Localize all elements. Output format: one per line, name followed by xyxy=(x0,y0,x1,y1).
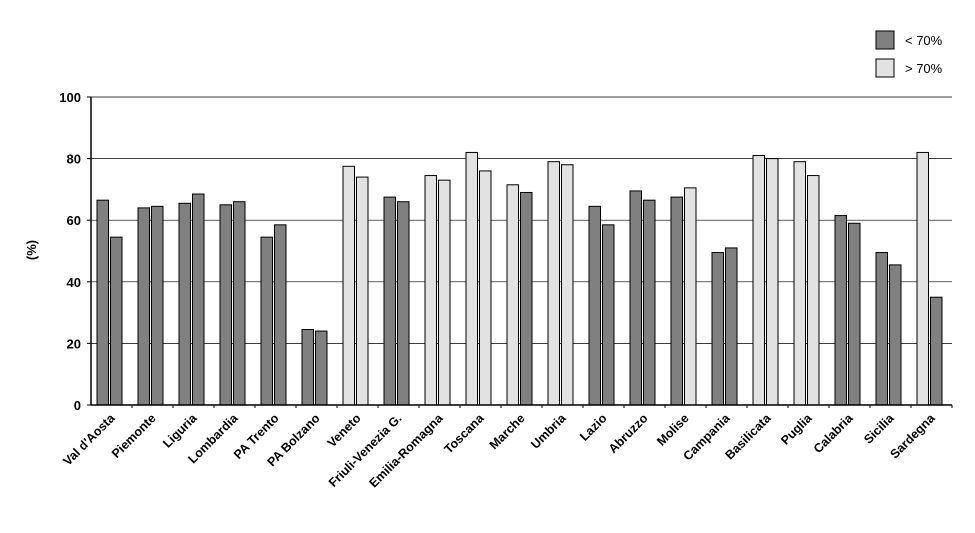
bar xyxy=(643,199,656,406)
bar xyxy=(479,170,492,406)
bar xyxy=(561,164,574,406)
x-category-label: Veneto xyxy=(325,411,364,450)
legend-label-gt70: > 70% xyxy=(905,61,943,76)
bar xyxy=(438,179,451,406)
bar xyxy=(725,247,738,406)
x-category-label: Lazio xyxy=(577,411,610,444)
x-category-label: Sicilia xyxy=(861,410,897,446)
bar xyxy=(356,176,369,406)
x-category-label: Piemonte xyxy=(109,411,159,461)
bar xyxy=(383,196,396,406)
bar xyxy=(96,199,109,406)
x-category-label: Sardegna xyxy=(887,410,938,461)
bar xyxy=(137,207,150,406)
y-tick-labels: 0 20 40 60 80 100 xyxy=(59,90,81,413)
bar xyxy=(342,165,355,406)
x-category-label: Toscana xyxy=(442,410,488,456)
bar xyxy=(670,196,683,406)
bar xyxy=(711,252,724,406)
y-tick-label: 100 xyxy=(59,90,81,105)
x-category-label: Basilicata xyxy=(722,410,774,462)
bar xyxy=(848,222,861,406)
x-category-label: Calabria xyxy=(811,410,857,456)
x-category-label: Puglia xyxy=(778,410,815,447)
bar xyxy=(766,158,779,406)
bar xyxy=(315,330,328,406)
y-axis-label: (%) xyxy=(24,240,39,260)
bar xyxy=(916,151,929,406)
bar xyxy=(110,236,123,406)
bar xyxy=(588,205,601,406)
axes xyxy=(90,97,953,408)
x-category-label: Marche xyxy=(487,411,528,452)
y-tick-label: 0 xyxy=(74,398,81,413)
gridlines xyxy=(87,96,952,406)
bar xyxy=(752,155,765,406)
x-category-label: Friuli-Venezia G. xyxy=(326,411,405,490)
bar xyxy=(424,175,437,406)
legend-swatch-gt70 xyxy=(875,58,895,78)
bar xyxy=(260,236,273,406)
bar xyxy=(520,191,533,406)
bar xyxy=(889,264,902,406)
legend-swatch-lt70 xyxy=(875,30,895,50)
bar xyxy=(629,190,642,406)
bar xyxy=(930,296,943,406)
bars xyxy=(96,151,943,406)
x-category-label: Val d'Aosta xyxy=(60,410,118,468)
legend-label-lt70: < 70% xyxy=(905,33,943,48)
bar xyxy=(602,224,615,406)
y-tick-label: 20 xyxy=(67,336,81,351)
bar xyxy=(506,184,519,406)
bar xyxy=(807,175,820,406)
x-category-label: Abruzzo xyxy=(606,411,651,456)
bar xyxy=(301,329,314,406)
y-tick-label: 40 xyxy=(67,275,81,290)
bar xyxy=(793,161,806,406)
bar xyxy=(274,224,287,406)
x-category-label: Umbria xyxy=(528,410,569,451)
bar xyxy=(834,215,847,406)
legend: < 70% > 70% xyxy=(875,30,943,78)
bar xyxy=(192,193,205,406)
x-category-label: Liguria xyxy=(160,410,200,450)
bar xyxy=(465,151,478,406)
y-tick-label: 60 xyxy=(67,213,81,228)
bar xyxy=(875,252,888,406)
x-category-label: Molise xyxy=(654,411,691,448)
y-tick-label: 80 xyxy=(67,152,81,167)
bar xyxy=(547,161,560,406)
bar xyxy=(178,202,191,406)
bar xyxy=(151,205,164,406)
bar xyxy=(233,201,246,406)
bar xyxy=(219,204,232,406)
x-category-label: Emilia-Romagna xyxy=(366,410,446,490)
bar xyxy=(397,201,410,406)
bar xyxy=(684,187,697,406)
